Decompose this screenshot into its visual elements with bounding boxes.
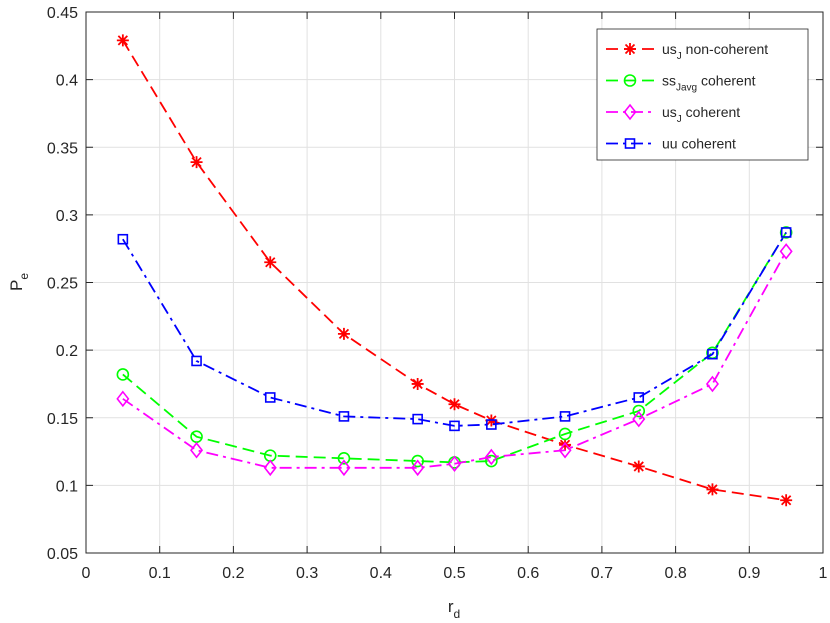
data-point (484, 448, 498, 466)
data-point (337, 452, 351, 465)
y-tick-label: 0.25 (47, 276, 78, 293)
legend-item: uu coherent (606, 136, 736, 152)
data-point (411, 377, 424, 390)
data-point (633, 392, 645, 403)
data-point (559, 438, 572, 451)
data-point (264, 392, 276, 403)
data-point (558, 427, 572, 441)
data-point (447, 455, 462, 473)
data-point (337, 459, 351, 477)
x-tick-label: 0.7 (591, 565, 613, 582)
data-point (117, 233, 129, 245)
x-tick-label: 0.3 (296, 565, 318, 582)
legend-label: usJ non-coherent (662, 41, 768, 62)
legend-item: usJ coherent (606, 103, 740, 125)
y-tick-label: 0.45 (47, 5, 78, 22)
data-point (116, 368, 130, 381)
data-point (263, 459, 277, 477)
legend-item: ssJavg coherent (606, 73, 756, 94)
y-axis-label: Pe (7, 273, 31, 291)
legend-item: usJ non-coherent (606, 41, 768, 62)
data-point (486, 419, 497, 430)
x-tick-label: 1 (819, 565, 828, 582)
data-point (624, 43, 636, 55)
x-tick-label: 0.1 (149, 565, 171, 582)
legend-label: usJ coherent (662, 104, 740, 125)
data-point (632, 404, 646, 418)
data-point (190, 441, 204, 459)
legend: usJ non-coherent ssJavg coherent usJ coher… (596, 28, 809, 161)
legend-label: uu coherent (662, 136, 736, 152)
x-tick-label: 0 (82, 565, 91, 582)
data-point (632, 460, 645, 473)
x-tick-label: 0.4 (370, 565, 392, 582)
data-point (116, 34, 129, 47)
data-point (705, 375, 719, 393)
y-tick-label: 0.4 (56, 73, 78, 90)
data-point (411, 454, 424, 468)
series-3 (116, 243, 793, 477)
legend-label: ssJavg coherent (662, 73, 756, 94)
data-point (624, 138, 636, 149)
x-tick-label: 0.5 (443, 565, 465, 582)
data-point (779, 226, 793, 239)
data-point (707, 348, 718, 360)
data-point (448, 398, 461, 411)
data-point (338, 411, 350, 422)
x-tick-label: 0.2 (222, 565, 244, 582)
data-point (264, 256, 277, 269)
y-tick-label: 0.1 (56, 478, 78, 495)
data-point (449, 420, 460, 432)
data-point (780, 227, 792, 238)
ticks: 0 0.1 0.2 0.3 0.4 0.5 0.6 0.7 0.8 0.9 1 0.05 0.1 0.15… (47, 5, 828, 582)
data-point (706, 483, 719, 496)
data-point (779, 243, 793, 260)
data-point (116, 390, 130, 408)
data-point (337, 327, 350, 340)
series-line (122, 231, 787, 427)
data-point (411, 459, 425, 477)
series-line (122, 231, 787, 464)
data-point (559, 411, 571, 422)
data-point (780, 494, 793, 507)
series-line (122, 39, 787, 502)
data-point (485, 454, 498, 468)
data-point (632, 410, 646, 428)
series-4 (117, 227, 792, 432)
x-tick-label: 0.8 (664, 565, 686, 582)
x-axis-label: rd (448, 597, 460, 621)
data-point (412, 413, 423, 425)
data-point (558, 441, 572, 459)
y-tick-label: 0.05 (47, 546, 78, 563)
series-line (122, 250, 787, 469)
y-tick-label: 0.3 (56, 208, 78, 225)
y-tick-label: 0.2 (56, 343, 78, 360)
data-point (623, 74, 637, 87)
series-layer (116, 34, 793, 507)
y-tick-label: 0.35 (47, 140, 78, 157)
x-tick-label: 0.9 (738, 565, 760, 582)
data-point (623, 103, 637, 121)
y-tick-label: 0.15 (47, 411, 78, 428)
data-point (191, 355, 202, 367)
x-tick-label: 0.6 (517, 565, 539, 582)
data-point (190, 156, 203, 169)
